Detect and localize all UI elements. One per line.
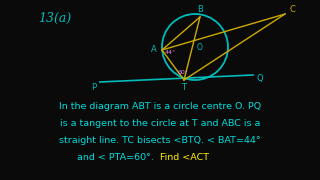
Text: 13(a): 13(a) xyxy=(38,12,72,24)
Text: and < PTA=60°.: and < PTA=60°. xyxy=(77,153,160,162)
Text: 44°: 44° xyxy=(164,51,176,55)
Text: C: C xyxy=(289,6,295,15)
Text: is a tangent to the circle at T and ABC is a: is a tangent to the circle at T and ABC … xyxy=(60,119,260,128)
Text: and < PTA=60°.  Find <ACT: and < PTA=60°. Find <ACT xyxy=(94,153,226,162)
Text: O: O xyxy=(197,44,203,53)
Text: T: T xyxy=(181,84,187,93)
Text: 60°: 60° xyxy=(178,71,188,75)
Text: straight line. TC bisects <BTQ. < BAT=44°: straight line. TC bisects <BTQ. < BAT=44… xyxy=(59,136,261,145)
Text: Q: Q xyxy=(257,73,263,82)
Text: In the diagram ABT is a circle centre O. PQ: In the diagram ABT is a circle centre O.… xyxy=(59,102,261,111)
Text: P: P xyxy=(92,82,97,91)
Text: B: B xyxy=(197,6,203,15)
Text: Find <ACT: Find <ACT xyxy=(160,153,209,162)
Text: A: A xyxy=(151,46,157,55)
